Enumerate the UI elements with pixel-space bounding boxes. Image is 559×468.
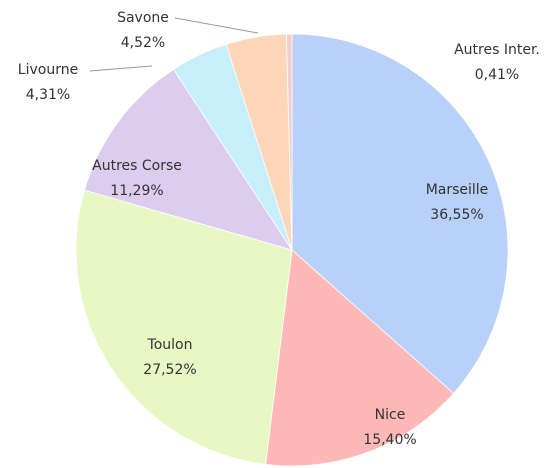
slice-label: Autres Corse xyxy=(92,158,182,174)
slice-value-label: 4,52% xyxy=(121,35,165,51)
slice-value-label: 15,40% xyxy=(363,432,416,448)
slice-value-label: 0,41% xyxy=(475,67,519,83)
slice-label: Marseille xyxy=(426,182,489,198)
pie-slice xyxy=(286,33,293,251)
slice-label: Autres Inter. xyxy=(454,42,540,58)
slice-label: Toulon xyxy=(147,337,193,353)
slice-value-label: 27,52% xyxy=(143,362,196,378)
slice-value-label: 36,55% xyxy=(430,207,483,223)
slice-value-label: 4,31% xyxy=(26,87,70,103)
pie-slice xyxy=(291,33,509,394)
leader-line xyxy=(89,65,153,72)
slice-label: Nice xyxy=(375,407,406,423)
pie-slice xyxy=(265,249,455,467)
slice-label: Savone xyxy=(117,10,169,26)
leader-line xyxy=(174,17,259,34)
pie-slice xyxy=(83,68,293,251)
pie-slice xyxy=(75,189,293,465)
slice-label: Livourne xyxy=(18,62,78,78)
slice-value-label: 11,29% xyxy=(110,183,163,199)
